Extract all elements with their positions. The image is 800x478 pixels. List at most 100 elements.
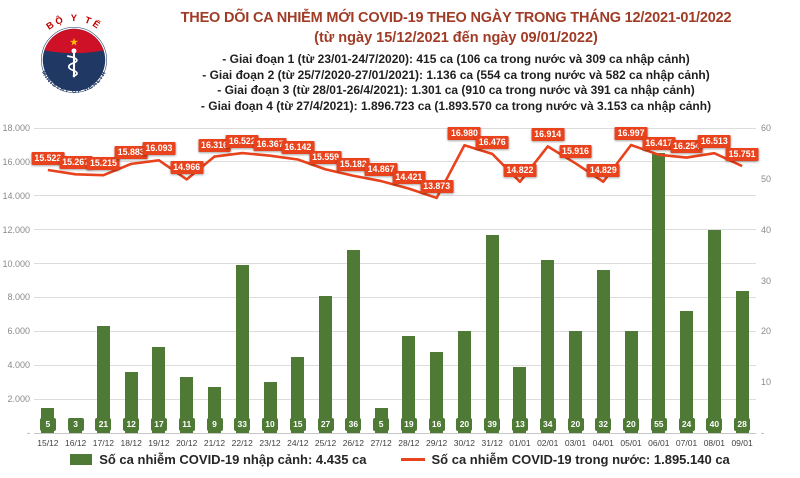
x-axis-tick-label: 04/01	[592, 438, 614, 448]
imported-cases-bar	[124, 372, 138, 433]
domestic-cases-value-label: 15.559	[309, 151, 343, 165]
gridline	[34, 398, 756, 400]
phase-summary-list: - Giai đoạn 1 (từ 23/01-24/7/2020): 415 …	[118, 52, 794, 114]
gridline	[34, 195, 756, 197]
imported-cases-value-label: 33	[234, 418, 251, 431]
x-axis-tick-label: 21/12	[203, 438, 226, 448]
imported-cases-bar	[457, 331, 471, 433]
phase-summary-line: - Giai đoạn 4 (từ 27/4/2021): 1.896.723 …	[200, 98, 712, 113]
imported-cases-value-label: 20	[567, 418, 584, 431]
imported-cases-value-label: 34	[539, 418, 556, 431]
x-axis-tick-label: 31/12	[481, 438, 503, 448]
domestic-cases-value-label: 16.513	[697, 135, 731, 149]
imported-cases-bar	[96, 326, 110, 433]
ministry-of-health-logo: ★ BỘ Y TẾ MINISTRY OF HEALTH	[24, 10, 124, 110]
domestic-cases-value-label: 14.867	[364, 163, 398, 177]
x-axis-tick-label: 09/01	[731, 438, 753, 448]
imported-cases-value-label: 16	[428, 418, 445, 431]
imported-cases-bar	[235, 265, 249, 433]
imported-cases-value-label: 24	[678, 418, 695, 431]
x-axis-tick-label: 26/12	[342, 438, 364, 448]
domestic-cases-value-label: 16.997	[614, 126, 648, 140]
gridline	[34, 229, 756, 231]
imported-cases-value-label: 28	[734, 418, 751, 431]
domestic-cases-value-label: 16.476	[475, 135, 509, 149]
x-axis-tick-label: 05/01	[620, 438, 642, 448]
chart-title: THEO DÕI CA NHIỄM MỚI COVID-19 THEO NGÀY…	[180, 10, 732, 26]
left-axis-tick-label: 8.000	[7, 292, 30, 303]
x-axis-tick-label: 16/12	[65, 438, 87, 448]
left-axis-tick-label: 14.000	[2, 190, 30, 201]
domestic-cases-value-label: 16.093	[142, 142, 176, 156]
phase-summary-line: - Giai đoạn 3 (từ 28/01-26/4/2021): 1.30…	[217, 83, 695, 97]
domestic-cases-value-label: 15.916	[559, 145, 592, 159]
imported-cases-value-label: 21	[95, 418, 112, 431]
domestic-cases-value-label: 14.966	[170, 161, 204, 175]
right-axis-tick-label: 30	[761, 275, 772, 286]
line-series-swatch-icon	[400, 458, 425, 461]
imported-cases-value-label: 5	[373, 418, 390, 431]
x-axis-tick-label: 30/12	[453, 438, 476, 448]
x-axis-tick-label: 08/01	[703, 438, 725, 448]
x-axis-tick-label: 20/12	[176, 438, 198, 448]
x-axis-tick-label: 06/01	[648, 438, 670, 448]
imported-cases-bar	[402, 336, 416, 433]
domestic-cases-value-label: 15.751	[725, 148, 759, 162]
chart-legend: Số ca nhiễm COVID-19 nhập cảnh: 4.435 ca…	[0, 452, 800, 467]
imported-cases-value-label: 5	[39, 418, 56, 431]
imported-cases-value-label: 9	[206, 418, 223, 431]
phase-summary-line: - Giai đoạn 2 (từ 25/7/2020-27/01/2021):…	[202, 67, 710, 82]
imported-cases-value-label: 3	[67, 418, 84, 431]
imported-cases-bar	[707, 229, 721, 433]
imported-cases-value-label: 40	[706, 418, 723, 431]
domestic-cases-value-label: 16.980	[447, 127, 481, 141]
x-axis-tick-label: 28/12	[398, 438, 420, 448]
imported-cases-value-label: 10	[262, 418, 279, 431]
imported-cases-value-label: 11	[178, 418, 195, 431]
x-axis-tick-label: 01/01	[509, 438, 531, 448]
imported-cases-bar	[485, 234, 499, 433]
x-axis-tick-label: 07/01	[675, 438, 698, 448]
gridline	[34, 263, 756, 265]
x-axis-tick-label: 19/12	[148, 438, 170, 448]
domestic-cases-value-label: 15.883	[114, 145, 148, 159]
imported-cases-value-label: 39	[484, 418, 501, 431]
gridline	[34, 296, 756, 298]
right-axis-tick-label: 40	[761, 224, 772, 235]
phase-summary-line: - Giai đoạn 1 (từ 23/01-24/7/2020): 415 …	[222, 52, 690, 66]
x-axis-tick-label: 03/01	[564, 438, 587, 448]
caduceus-snake-icon	[67, 55, 78, 77]
imported-cases-bar	[152, 346, 166, 433]
imported-cases-value-label: 36	[345, 418, 362, 431]
gridline	[34, 161, 756, 163]
right-axis-tick-label: -	[761, 428, 764, 438]
imported-cases-bar	[319, 295, 333, 433]
x-axis-tick-label: 15/12	[37, 438, 59, 448]
left-axis-tick-label: 16.000	[2, 156, 30, 167]
domestic-cases-value-label: 16.254	[670, 139, 704, 153]
domestic-cases-value-label: 16.522	[225, 135, 259, 149]
imported-cases-bar	[680, 311, 694, 433]
imported-cases-value-label: 19	[400, 418, 417, 431]
imported-cases-value-label: 32	[595, 418, 612, 431]
imported-cases-value-label: 20	[623, 418, 640, 431]
legend-label-domestic: Số ca nhiễm COVID-19 trong nước: 1.895.1…	[431, 452, 730, 467]
bar-series-swatch-icon	[70, 454, 93, 465]
domestic-cases-value-label: 16.914	[531, 128, 565, 142]
domestic-cases-value-label: 15.215	[86, 157, 120, 171]
chart-header: THEO DÕI CA NHIỄM MỚI COVID-19 THEO NGÀY…	[118, 8, 794, 114]
imported-cases-value-label: 17	[150, 418, 167, 431]
x-axis-tick-label: 18/12	[120, 438, 142, 448]
domestic-cases-value-label: 16.142	[281, 141, 315, 155]
flag-star-icon: ★	[69, 38, 78, 49]
imported-cases-value-label: 20	[456, 418, 473, 431]
x-axis-tick-label: 22/12	[231, 438, 253, 448]
gridline	[34, 330, 756, 332]
left-axis-tick-label: 10.000	[2, 258, 30, 269]
domestic-cases-value-label: 15.522	[31, 151, 65, 165]
imported-cases-bar	[735, 290, 749, 433]
domestic-cases-value-label: 13.873	[420, 179, 454, 193]
left-axis-tick-label: 2.000	[7, 394, 30, 405]
